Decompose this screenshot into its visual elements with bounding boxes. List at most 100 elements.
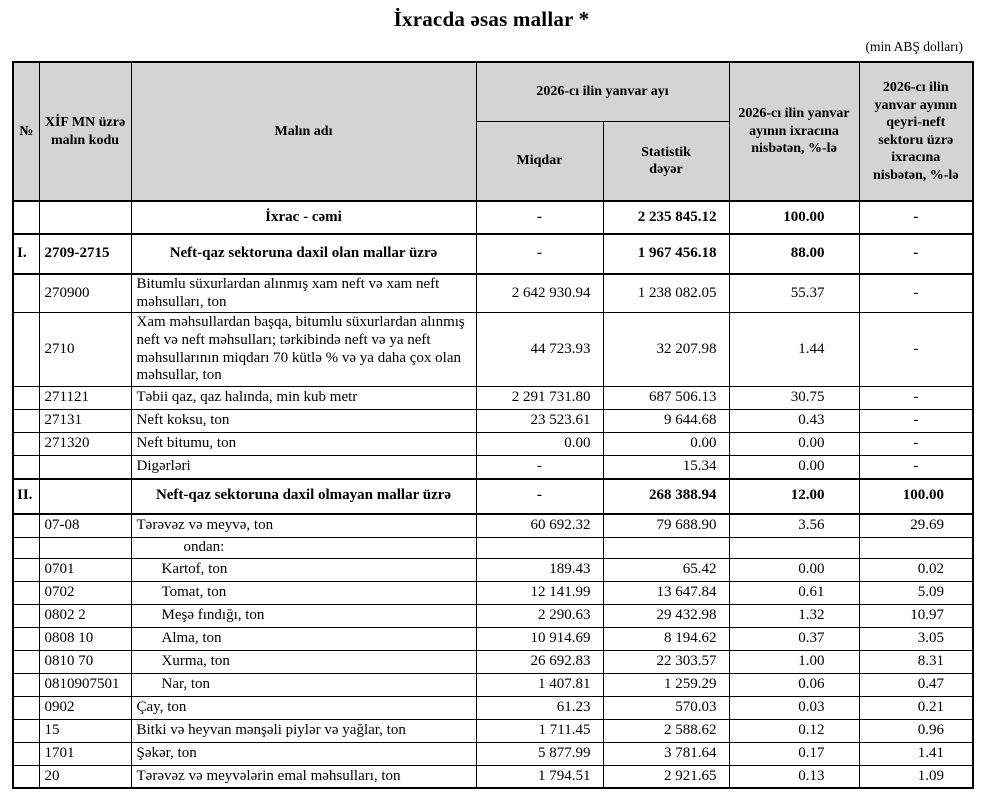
cell-name: Tərəvəz və meyvə, ton	[130, 513, 477, 539]
table-row: 2710 Xam məhsullardan başqa, bitumlu süxu…	[12, 312, 974, 388]
table-row: 0810907501 Nar, ton 1 407.81 1 259.29 0.06 0.…	[12, 672, 974, 697]
cell-value: 1 967 456.18	[602, 233, 730, 275]
table-row: II. Neft-qaz sektoruna daxil olmayan mall…	[12, 477, 974, 515]
cell-share_total: 88.00	[728, 233, 860, 275]
cell-share_nonoil	[858, 537, 974, 559]
cell-share_total: 0.13	[728, 764, 860, 789]
cell-qty: 2 642 930.94	[475, 273, 604, 314]
cell-qty: 10 914.69	[475, 626, 604, 651]
cell-name: Meşə fındığı, ton	[130, 603, 477, 628]
cell-share_total: 0.17	[728, 741, 860, 766]
cell-share_total: 30.75	[728, 386, 860, 411]
col-header-name: Malın adı	[130, 61, 477, 202]
cell-share_nonoil: 5.09	[858, 580, 974, 605]
cell-code	[38, 455, 132, 480]
table-row: 15 Bitki və heyvan mənşəli piylər və yağl…	[12, 718, 974, 743]
cell-share_nonoil: 0.02	[858, 557, 974, 582]
cell-name: Çay, ton	[130, 695, 477, 720]
table-row: 0902 Çay, ton 61.23 570.03 0.03 0.21	[12, 695, 974, 720]
page-title: İxracda əsas mallar *	[393, 7, 590, 31]
cell-share_total: 0.43	[728, 409, 860, 434]
cell-qty: 60 692.32	[475, 513, 604, 539]
cell-code: 0808 10	[38, 626, 132, 651]
header-row-sub: Miqdar Statistik dəyər	[13, 121, 973, 202]
cell-qty: 61.23	[475, 695, 604, 720]
cell-value: 2 235 845.12	[602, 200, 730, 235]
cell-name: ondan:	[130, 537, 477, 559]
cell-qty: 44 723.93	[475, 312, 604, 388]
cell-name: Tomat, ton	[130, 580, 477, 605]
table-row: 271121 Təbii qaz, qaz halında, min kub me…	[12, 386, 974, 411]
cell-qty: -	[475, 455, 604, 480]
table-row: 0701 Kartof, ton 189.43 65.42 0.00 0.02	[12, 557, 974, 582]
cell-no	[12, 580, 40, 605]
cell-no	[12, 409, 40, 434]
cell-qty: 2 290.63	[475, 603, 604, 628]
cell-code: 20	[38, 764, 132, 789]
cell-name: Neft-qaz sektoruna daxil olmayan mallar …	[130, 477, 477, 515]
cell-share_nonoil: -	[858, 273, 974, 314]
col-header-code: XİF MN üzrə malın kodu	[38, 61, 132, 202]
cell-code: 2710	[38, 312, 132, 388]
cell-name: Xam məhsullardan başqa, bitumlu süxurlar…	[130, 312, 477, 388]
cell-name: Xurma, ton	[130, 649, 477, 674]
cell-no	[12, 386, 40, 411]
cell-no: I.	[12, 233, 40, 275]
col-header-stat-value-label: Statistik dəyər	[641, 144, 691, 178]
cell-no	[12, 513, 40, 539]
cell-share_nonoil: 8.31	[858, 649, 974, 674]
cell-share_nonoil: 3.05	[858, 626, 974, 651]
cell-name: Nar, ton	[130, 672, 477, 697]
cell-name: Kartof, ton	[130, 557, 477, 582]
cell-value	[602, 537, 730, 559]
cell-name: Neft koksu, ton	[130, 409, 477, 434]
col-header-quantity: Miqdar	[475, 121, 604, 202]
cell-share_nonoil: 0.47	[858, 672, 974, 697]
cell-name: Neft bitumu, ton	[130, 432, 477, 457]
col-header-share-total: 2026-cı ilin yanvar ayının ixracına nisb…	[728, 61, 860, 202]
cell-code: 0701	[38, 557, 132, 582]
cell-share_total: 0.12	[728, 718, 860, 743]
cell-no	[12, 672, 40, 697]
cell-share_total: 3.56	[728, 513, 860, 539]
cell-share_nonoil: 0.21	[858, 695, 974, 720]
cell-code	[38, 200, 132, 235]
unit-note: (min ABŞ dolları)	[865, 39, 964, 54]
cell-share_total: 1.00	[728, 649, 860, 674]
cell-code: 0902	[38, 695, 132, 720]
cell-share_total: 100.00	[728, 200, 860, 235]
cell-code: 0702	[38, 580, 132, 605]
cell-name: Alma, ton	[130, 626, 477, 651]
cell-value: 0.00	[602, 432, 730, 457]
cell-share_nonoil: -	[858, 409, 974, 434]
cell-code: 1701	[38, 741, 132, 766]
cell-share_nonoil: 1.09	[858, 764, 974, 789]
cell-value: 15.34	[602, 455, 730, 480]
cell-no	[12, 718, 40, 743]
cell-share_nonoil: 100.00	[858, 477, 974, 515]
cell-no	[12, 603, 40, 628]
cell-value: 8 194.62	[602, 626, 730, 651]
cell-share_nonoil: -	[858, 312, 974, 388]
cell-qty: 1 794.51	[475, 764, 604, 789]
table-body: İxrac - cəmi -2 235 845.12 100.00- I. 2709-2…	[12, 200, 974, 789]
table-row: İxrac - cəmi -2 235 845.12 100.00-	[12, 200, 974, 235]
table-row: 27131 Neft koksu, ton 23 523.61 9 644.68 0.4…	[12, 409, 974, 434]
cell-share_nonoil: 10.97	[858, 603, 974, 628]
cell-share_nonoil: -	[858, 233, 974, 275]
cell-qty: 1 711.45	[475, 718, 604, 743]
cell-share_total: 0.37	[728, 626, 860, 651]
table-row: 270900 Bitumlu süxurlardan alınmış xam ne…	[12, 273, 974, 314]
table-row: 1701 Şəkər, ton 5 877.99 3 781.64 0.17 1.41	[12, 741, 974, 766]
cell-share_total: 0.00	[728, 432, 860, 457]
cell-no	[12, 200, 40, 235]
cell-code: 0810 70	[38, 649, 132, 674]
col-header-no: №	[12, 61, 40, 202]
cell-value: 687 506.13	[602, 386, 730, 411]
cell-share_nonoil: -	[858, 455, 974, 480]
cell-value: 570.03	[602, 695, 730, 720]
cell-name: Digərləri	[130, 455, 477, 480]
cell-name: İxrac - cəmi	[130, 200, 477, 235]
cell-share_total: 0.00	[728, 455, 860, 480]
cell-share_total: 12.00	[728, 477, 860, 515]
